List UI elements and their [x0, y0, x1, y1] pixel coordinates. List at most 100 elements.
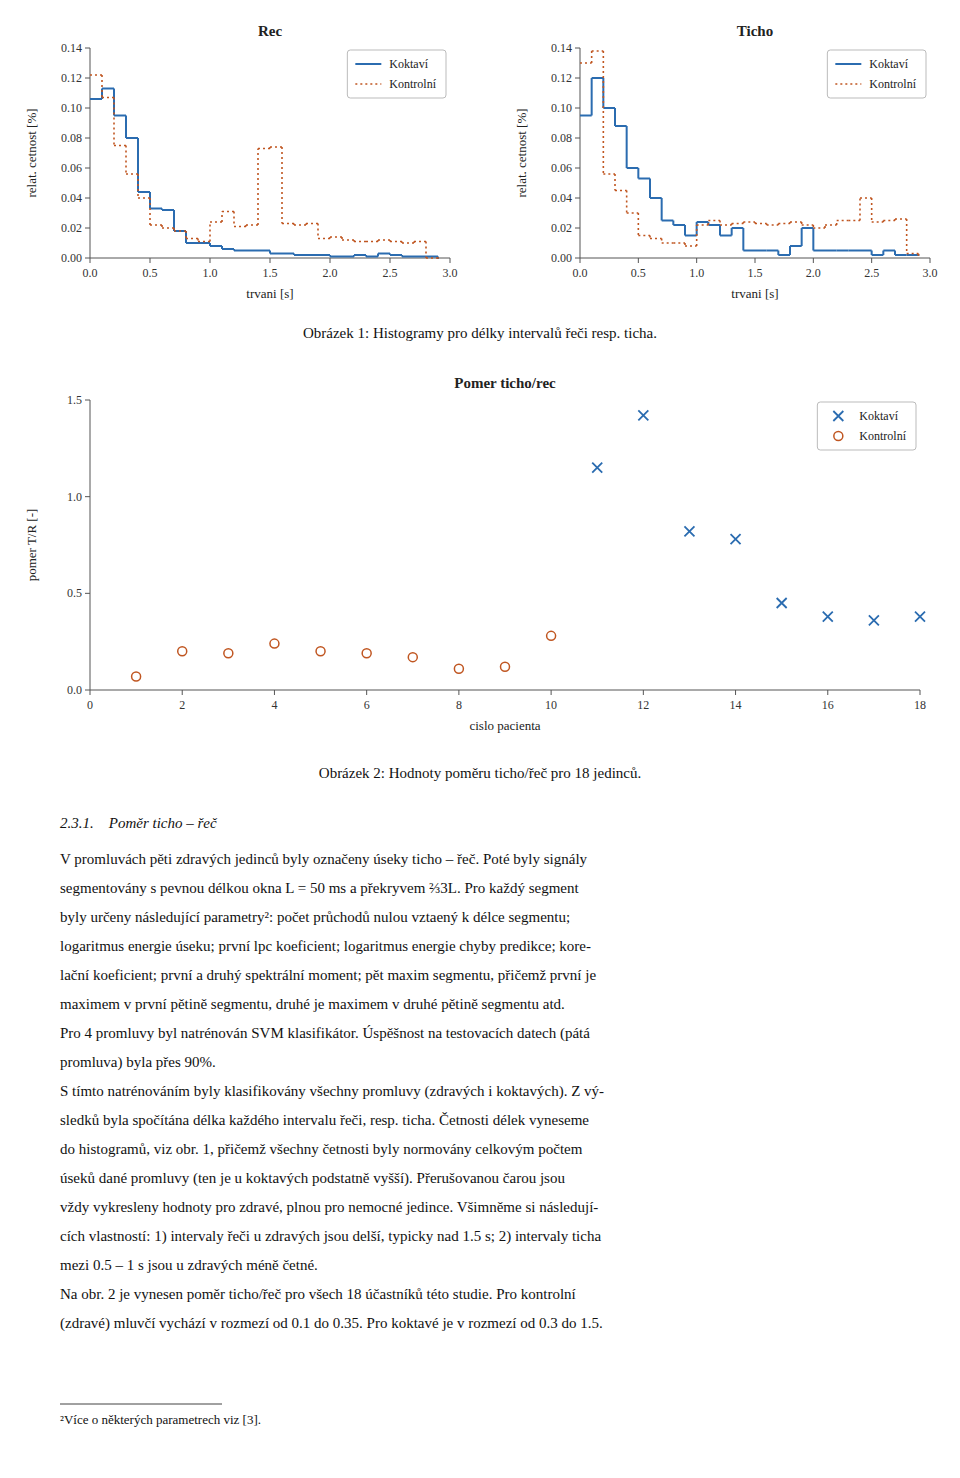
x-tick	[458, 690, 459, 695]
step-segment	[222, 211, 234, 213]
y-axis-line	[580, 48, 581, 258]
footnote: ²Více o některých parametrech viz [3].	[60, 1412, 261, 1427]
y-tick-label: 0.5	[67, 586, 82, 600]
step-segment	[174, 230, 186, 232]
chart: Rec0.00.51.01.52.02.53.00.000.020.040.06…	[24, 23, 458, 301]
step-segment	[848, 250, 860, 252]
chart: Ticho0.00.51.01.52.02.53.00.000.020.040.…	[514, 23, 938, 301]
chart-title: Pomer ticho/rec	[454, 375, 556, 391]
step-segment	[342, 239, 354, 241]
x-tick	[450, 258, 451, 263]
scatter-point	[684, 526, 694, 536]
y-tick	[575, 228, 580, 229]
y-tick-label: 0.08	[551, 131, 572, 145]
x-tick-label: 0.0	[83, 266, 98, 280]
body-line: sledků byla spočítána délka každého inte…	[60, 1112, 589, 1128]
x-axis-label: cislo pacienta	[469, 718, 540, 733]
x-tick	[813, 258, 814, 263]
y-tick	[85, 400, 90, 401]
legend-frame	[817, 402, 916, 450]
step-segment	[813, 250, 825, 252]
step-segment	[126, 173, 138, 175]
step-segment	[720, 235, 732, 237]
scatter-point	[132, 672, 141, 681]
y-tick	[85, 108, 90, 109]
x-tick-label: 0	[87, 698, 93, 712]
scatter-point	[224, 649, 233, 658]
step-segment	[615, 125, 627, 127]
step-segment	[282, 253, 294, 255]
x-tick-label: 1.5	[263, 266, 278, 280]
x-tick-label: 0.5	[631, 266, 646, 280]
step-segment	[186, 242, 198, 244]
y-tick	[575, 48, 580, 49]
step-segment	[402, 256, 414, 258]
scatter-point	[270, 639, 279, 648]
step-segment	[234, 250, 246, 252]
x-tick	[270, 258, 271, 263]
step-riser	[102, 89, 438, 259]
x-tick	[755, 258, 756, 263]
body-line: promluva) byla přes 90%.	[60, 1054, 216, 1071]
y-tick	[575, 168, 580, 169]
y-tick-label: 0.10	[551, 101, 572, 115]
body-line: segmentovány s pevnou délkou okna L = 50…	[60, 880, 579, 896]
step-segment	[895, 254, 907, 256]
scatter-point	[869, 615, 879, 625]
step-segment	[627, 167, 639, 169]
x-tick-label: 16	[822, 698, 834, 712]
step-segment	[390, 254, 402, 256]
y-tick	[85, 168, 90, 169]
step-segment	[162, 227, 174, 229]
step-segment	[778, 254, 790, 256]
series	[592, 410, 925, 625]
y-axis-label: relat. cetnost [%]	[24, 108, 39, 197]
step-segment	[414, 256, 426, 258]
y-tick-label: 0.04	[551, 191, 572, 205]
legend-swatch	[835, 83, 861, 85]
step-segment	[778, 223, 790, 225]
step-segment	[755, 223, 767, 225]
step-segment	[258, 148, 270, 150]
series	[132, 631, 556, 681]
y-axis-label: relat. cetnost [%]	[514, 108, 529, 197]
y-tick-label: 0.12	[551, 71, 572, 85]
series	[90, 75, 438, 258]
step-segment	[790, 221, 802, 223]
step-segment	[306, 223, 318, 225]
y-tick-label: 0.02	[551, 221, 572, 235]
scatter-point	[547, 631, 556, 640]
step-segment	[282, 223, 294, 225]
legend-label: Kontrolní	[869, 77, 916, 91]
step-segment	[426, 256, 438, 258]
step-segment	[222, 248, 234, 250]
legend-label: Koktaví	[869, 57, 908, 71]
y-axis-label: pomer T/R [-]	[24, 509, 39, 582]
x-tick	[930, 258, 931, 263]
scatter-point	[362, 649, 371, 658]
y-tick	[85, 258, 90, 259]
legend-label: Kontrolní	[859, 429, 906, 443]
step-segment	[580, 115, 592, 117]
x-tick-label: 10	[545, 698, 557, 712]
body-line: lační koeficient; první a druhý spektrál…	[60, 967, 596, 983]
step-segment	[114, 115, 126, 117]
step-segment	[673, 242, 685, 244]
scatter-point	[316, 647, 325, 656]
x-tick-label: 12	[637, 698, 649, 712]
legend-frame	[827, 50, 926, 98]
step-segment	[270, 253, 282, 255]
y-axis-line	[90, 48, 91, 258]
y-tick	[85, 593, 90, 594]
scatter-point	[178, 647, 187, 656]
y-tick-label: 0.06	[61, 161, 82, 175]
x-tick	[735, 690, 736, 695]
step-segment	[662, 242, 674, 244]
x-tick	[871, 258, 872, 263]
step-segment	[210, 221, 222, 223]
x-tick-label: 0.0	[573, 266, 588, 280]
step-segment	[366, 241, 378, 243]
scatter-point	[823, 612, 833, 622]
scatter-point	[501, 662, 510, 671]
step-segment	[258, 250, 270, 252]
